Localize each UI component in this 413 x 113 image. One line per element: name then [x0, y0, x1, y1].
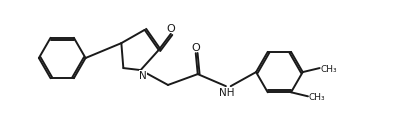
Text: O: O [166, 24, 175, 34]
Text: CH₃: CH₃ [320, 64, 336, 73]
Text: CH₃: CH₃ [308, 92, 325, 101]
Text: N: N [138, 71, 146, 81]
Text: NH: NH [218, 87, 234, 97]
Text: O: O [191, 43, 199, 53]
